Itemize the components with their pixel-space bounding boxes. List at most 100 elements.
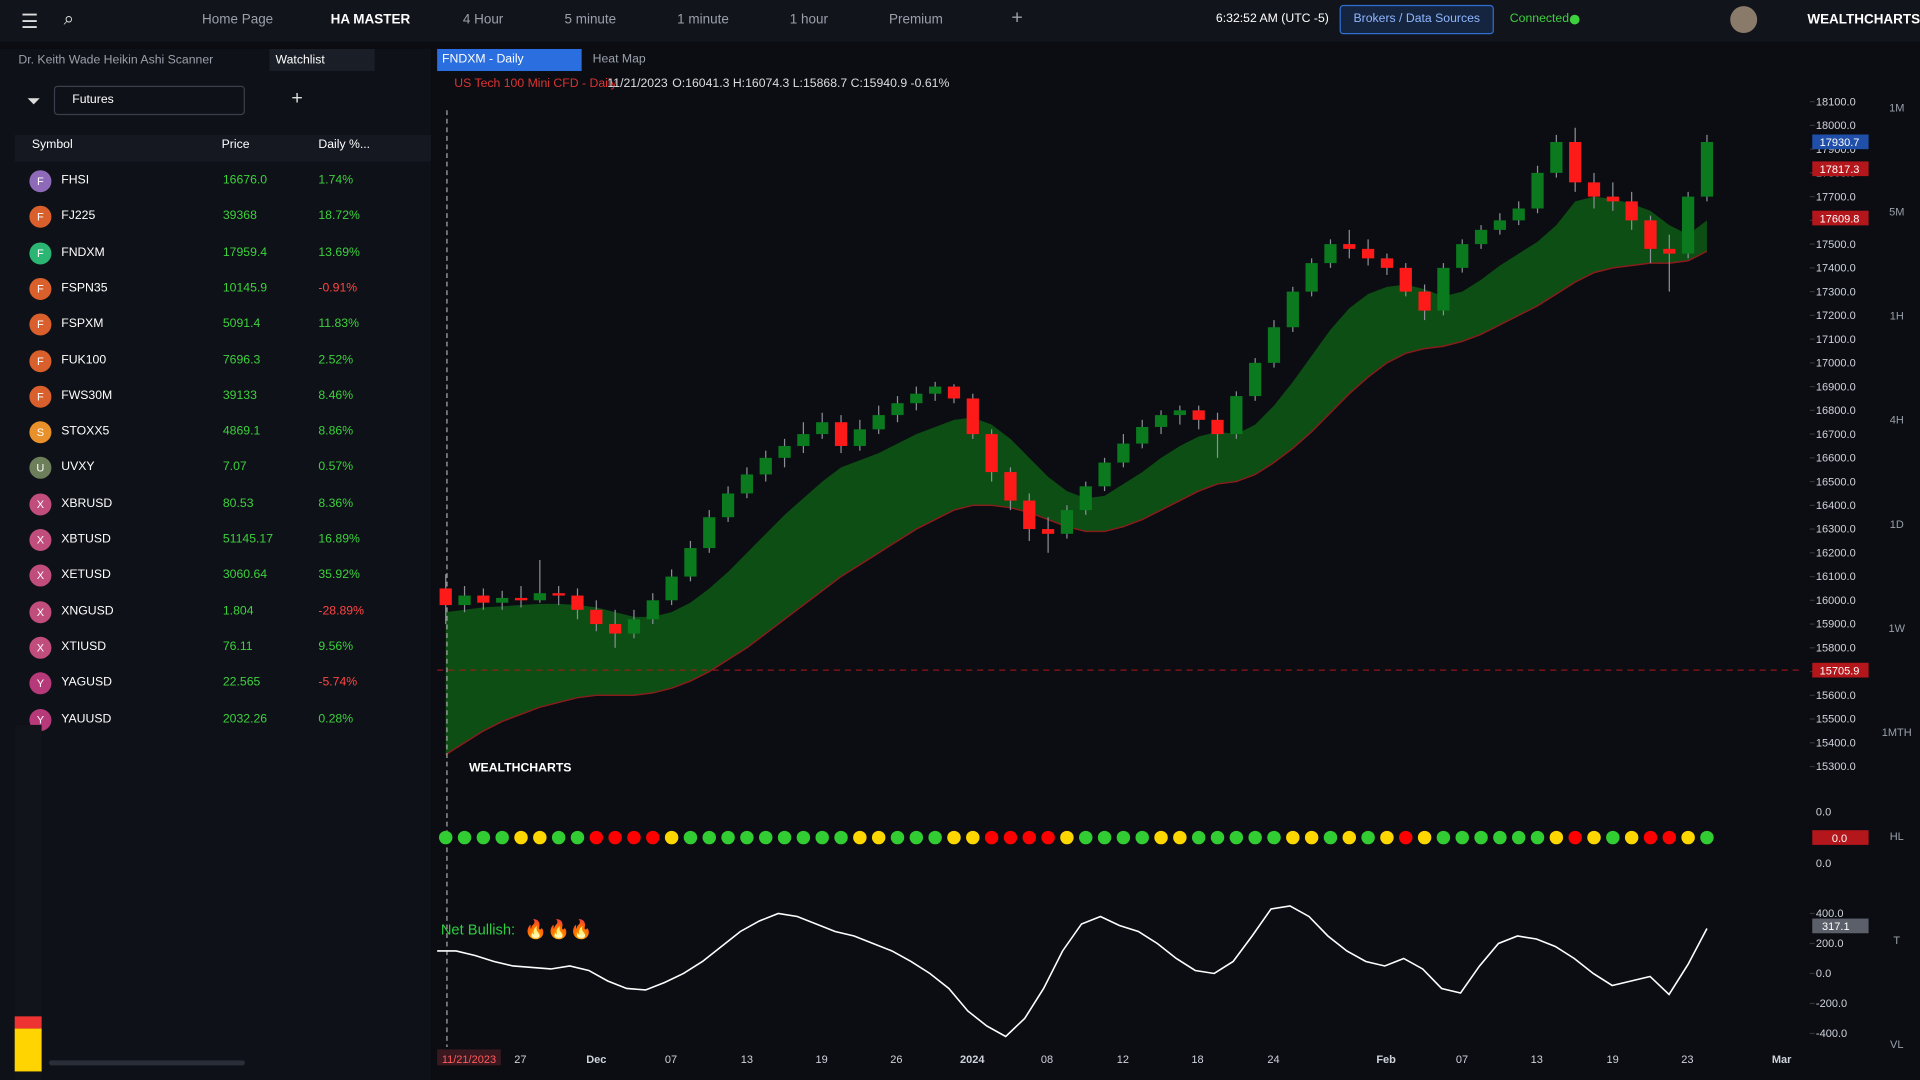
signal-dot [1662, 830, 1677, 845]
timeframe-button[interactable]: 1H [1890, 311, 1904, 323]
candle-body [891, 403, 904, 416]
candle-body [1117, 443, 1130, 463]
watchlist-row[interactable]: F FWS30M 39133 8.46% [15, 378, 419, 414]
price-tick-label: 17000.0 [1816, 358, 1856, 370]
chart-tab[interactable]: Heat Map [592, 52, 646, 67]
chart-tab[interactable]: FNDXM - Daily [437, 48, 582, 72]
tab[interactable]: 1 hour [789, 12, 829, 27]
watchlist-row[interactable]: U UVXY 7.07 0.57% [15, 450, 419, 486]
candle-body [1079, 486, 1092, 511]
brokers-button[interactable]: Brokers / Data Sources [1339, 4, 1494, 35]
scrollbar[interactable] [48, 1060, 245, 1066]
candle-body [1625, 201, 1638, 221]
watchlist-row[interactable]: X XBTUSD 51145.17 16.89% [15, 522, 419, 558]
price-tag-label: 17817.3 [1820, 164, 1860, 176]
watchlist-row[interactable]: F FNDXM 17959.4 13.69% [15, 235, 419, 271]
symbol-icon: X [29, 493, 52, 516]
signal-dot [1286, 830, 1300, 845]
watchlist-row[interactable]: F FSPN35 10145.9 -0.91% [15, 270, 419, 306]
candle-body [1004, 472, 1017, 501]
signal-dot [1304, 830, 1319, 845]
column-header[interactable]: Price [221, 138, 250, 152]
search-icon[interactable]: ⌕ [63, 8, 74, 30]
column-header[interactable]: Symbol [31, 138, 73, 152]
watchlist-tab[interactable]: Watchlist [275, 53, 325, 68]
signal-dot [1267, 830, 1281, 845]
price-tick-label: 15800.0 [1816, 642, 1856, 654]
timeframe-button[interactable]: 1D [1890, 519, 1904, 531]
watchlist-row[interactable]: X XBRUSD 80.53 8.36% [15, 486, 419, 522]
column-header[interactable]: Daily %... [318, 138, 371, 152]
watchlist-row[interactable]: X XTIUSD 76.11 9.56% [15, 629, 419, 665]
candle-body [1550, 142, 1563, 173]
candle-body [1587, 182, 1601, 197]
symbol-icon: S [29, 421, 52, 444]
watchlist-row[interactable]: S STOXX5 4869.1 8.86% [15, 414, 419, 450]
tab[interactable]: 1 minute [677, 12, 729, 27]
tab[interactable]: HA MASTER [330, 12, 411, 27]
menu-icon[interactable]: ☰ [20, 12, 39, 34]
timeframe-button[interactable]: 1W [1888, 623, 1905, 635]
watchlist-row[interactable]: Y YAUUSD 2032.26 0.28% [15, 701, 419, 737]
price-tag-label: 17609.8 [1820, 213, 1860, 225]
osc-tick-label: -200.0 [1816, 998, 1847, 1010]
timeframe-button[interactable]: 4H [1890, 415, 1904, 427]
watchlist-row[interactable]: F FSPXM 5091.4 11.83% [15, 306, 419, 342]
date-label: 11/21/2023 [442, 1054, 496, 1066]
cloud-lower-line [445, 250, 1708, 756]
tab[interactable]: Premium [888, 12, 943, 27]
symbol: XBTUSD [61, 532, 111, 547]
price: 3060.64 [222, 568, 268, 583]
symbol-icon: F [29, 170, 52, 193]
timeframe-button[interactable]: 1M [1889, 102, 1904, 114]
timeframe-button[interactable]: HL [1890, 831, 1904, 843]
date-label: 07 [1456, 1054, 1468, 1066]
signal-dot [1399, 830, 1413, 845]
watchlist-row[interactable]: F FUK100 7696.3 2.52% [15, 342, 419, 378]
tab[interactable]: 5 minute [564, 12, 617, 27]
price-tick-label: 16400.0 [1816, 500, 1856, 512]
scanner-tab[interactable]: Dr. Keith Wade Heikin Ashi Scanner [18, 53, 214, 68]
candle-body [1041, 529, 1055, 534]
timeframe-button[interactable]: 5M [1889, 207, 1904, 219]
signal-dot [1323, 830, 1338, 845]
candle-body [1474, 229, 1488, 245]
timeframe-button[interactable]: 1MTH [1882, 727, 1912, 739]
watchlist-row[interactable]: X XETUSD 3060.64 35.92% [15, 558, 419, 594]
ohlc: O:16041.3 H:16074.3 L:15868.7 C:15940.9 … [672, 77, 950, 91]
signal-dot [815, 830, 829, 845]
candle-body [1305, 263, 1318, 292]
filter-icon[interactable]: ⏷ [26, 90, 41, 111]
timeframe-button[interactable]: T [1893, 935, 1900, 947]
signal-dot [871, 830, 886, 845]
osc-tag-label: 317.1 [1822, 921, 1850, 933]
signal-dot [1681, 830, 1695, 845]
tab[interactable]: 4 Hour [462, 12, 504, 27]
candle-body [853, 429, 866, 446]
watchlist-row[interactable]: X XNGUSD 1.804 -28.89% [15, 593, 419, 629]
price-tick-label: 16800.0 [1816, 405, 1856, 417]
symbol: FHSI [61, 173, 90, 188]
ohlc-date: 11/21/2023 [607, 77, 668, 91]
candle-body [590, 609, 603, 625]
timeframe-button[interactable]: VL [1890, 1039, 1903, 1051]
signal-dot [627, 830, 641, 845]
watchlist-row[interactable]: F FJ225 39368 18.72% [15, 199, 419, 235]
add-symbol[interactable]: + [291, 88, 303, 109]
candle-body [947, 386, 961, 399]
watchlist-row[interactable]: Y YAGUSD 22.565 -5.74% [15, 665, 419, 701]
daily-change: 18.72% [318, 209, 360, 224]
watchlist-row[interactable]: F FHSI 16676.0 1.74% [15, 163, 419, 199]
candle-body [458, 595, 471, 606]
candle-body [740, 474, 754, 494]
signal-dot [514, 830, 528, 845]
avatar[interactable] [1730, 6, 1758, 34]
add-tab[interactable]: + [1011, 7, 1023, 29]
price: 51145.17 [222, 532, 274, 547]
filter-dropdown[interactable]: Futures [53, 85, 245, 116]
candle-body [571, 595, 584, 610]
indicator-label: Net Bullish: [440, 920, 516, 938]
signal-dot [570, 830, 585, 845]
tab[interactable]: Home Page [202, 12, 274, 27]
signal-dot [984, 830, 999, 845]
